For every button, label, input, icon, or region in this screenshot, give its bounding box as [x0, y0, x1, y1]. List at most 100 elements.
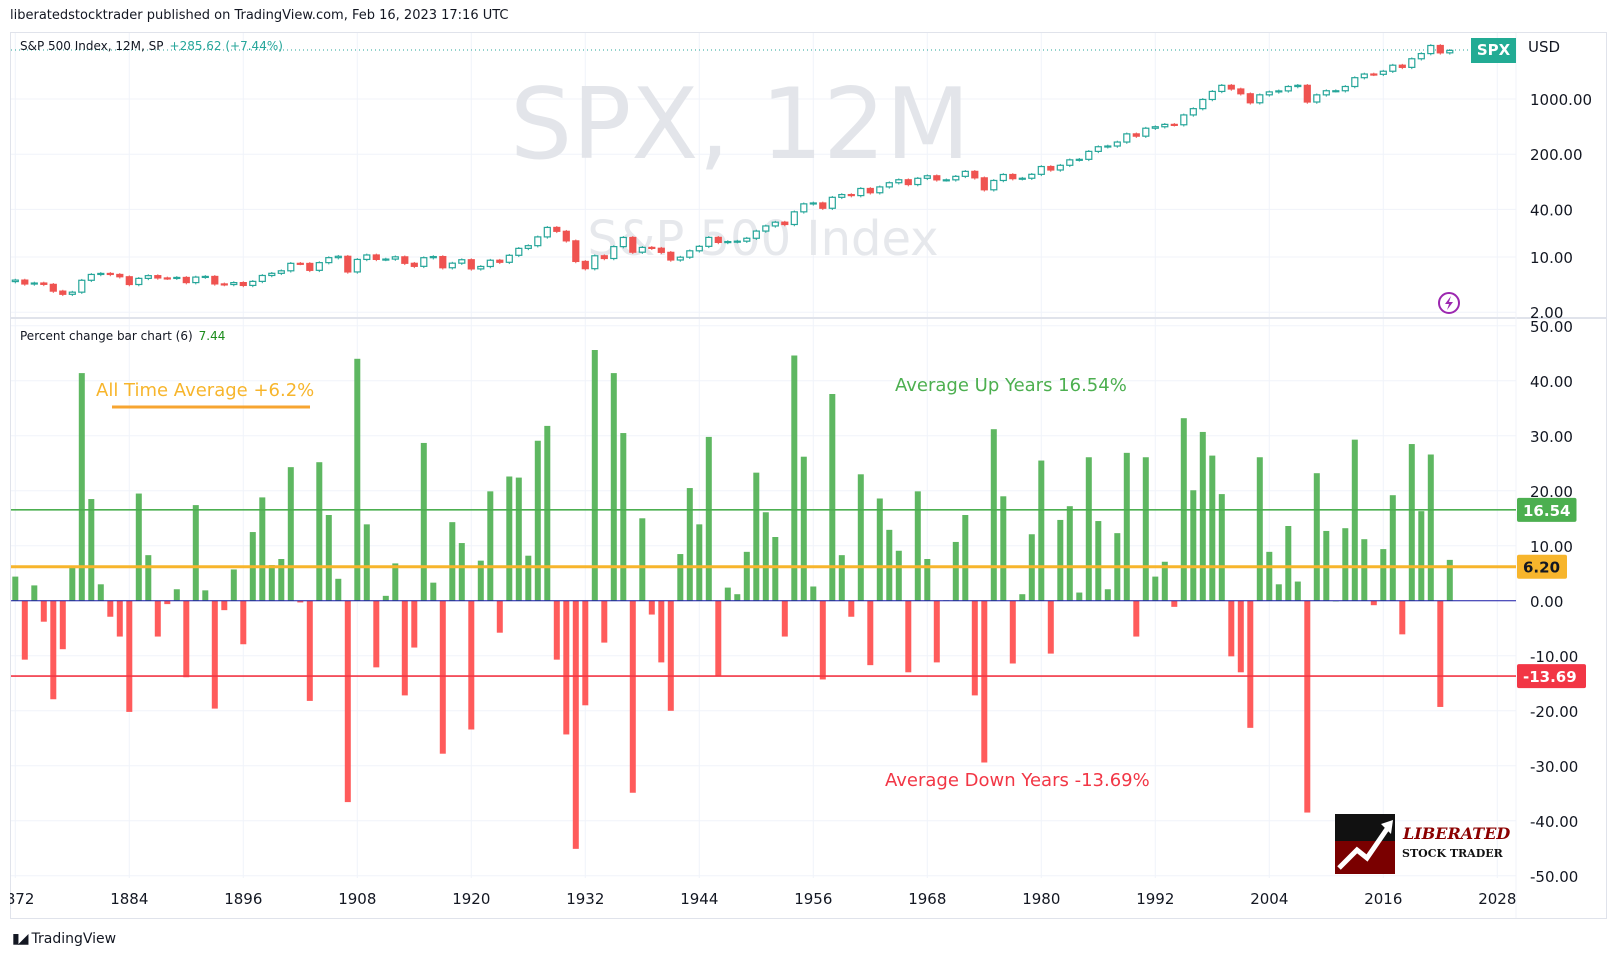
percent-bar	[306, 600, 313, 701]
percent-bar	[1266, 551, 1273, 601]
candle	[885, 182, 893, 188]
chart-frame	[10, 32, 1607, 919]
alert-icon[interactable]	[1438, 292, 1460, 314]
candle	[1047, 165, 1055, 171]
candle	[866, 187, 874, 194]
candle	[21, 279, 29, 285]
percent-tick-label: -40.00	[1530, 813, 1578, 831]
candle	[724, 240, 732, 244]
percent-bar	[572, 600, 579, 849]
candle	[1085, 150, 1093, 160]
candle	[30, 282, 38, 285]
percent-bar	[297, 600, 304, 603]
currency-label[interactable]: USD	[1528, 38, 1561, 56]
candle	[515, 247, 523, 256]
candle	[334, 255, 342, 259]
percent-bar	[1285, 526, 1292, 601]
percent-bar	[1446, 559, 1453, 601]
percent-bar	[686, 488, 693, 601]
candle	[1104, 145, 1112, 148]
candle	[619, 236, 627, 248]
price-tick-label: 2.00	[1530, 304, 1563, 322]
candle	[1161, 123, 1169, 128]
percent-bar	[544, 425, 551, 601]
percent-bar	[981, 600, 988, 763]
price-change: +285.62 (+7.44%)	[169, 39, 283, 53]
percent-bar	[477, 560, 484, 601]
candle	[695, 245, 703, 252]
percent-bar	[648, 600, 655, 615]
average-value-label: -13.69	[1523, 668, 1577, 686]
percent-bar	[772, 537, 779, 601]
percent-bar	[1057, 519, 1064, 601]
candle	[1360, 73, 1368, 79]
candle	[505, 254, 513, 263]
average-value-badge	[1517, 664, 1586, 689]
candle	[1075, 158, 1083, 161]
candle	[1009, 173, 1017, 180]
percent-bar	[59, 600, 66, 650]
candle	[980, 177, 988, 191]
percent-tick-label: 30.00	[1530, 428, 1573, 446]
candle	[961, 170, 969, 177]
candle	[923, 175, 931, 179]
percent-bar	[990, 429, 997, 601]
candle	[1322, 90, 1330, 96]
percent-bar	[971, 600, 978, 696]
candle	[1208, 90, 1216, 101]
indicator-value: 7.44	[198, 329, 226, 343]
price-tick-label: 10.00	[1530, 249, 1573, 267]
percent-bar	[677, 554, 684, 601]
average-down-annotation: Average Down Years -13.69%	[885, 770, 1150, 791]
percent-bar	[1418, 511, 1425, 601]
candle	[1180, 114, 1188, 126]
percent-bar	[449, 522, 456, 601]
percent-bar	[1095, 521, 1102, 601]
candle	[477, 265, 485, 270]
candle	[220, 283, 228, 286]
percent-bar	[1009, 600, 1016, 664]
indicator-legend[interactable]: Percent change bar chart (6) 7.44	[20, 329, 225, 343]
candle	[600, 255, 608, 260]
footer-brand[interactable]: ▮◢ TradingView	[12, 931, 116, 947]
percent-bar	[1294, 581, 1301, 601]
percent-bar	[962, 515, 969, 601]
average-value-label: 6.20	[1523, 559, 1560, 577]
candle	[790, 211, 798, 226]
percent-bar	[705, 436, 712, 601]
candle	[1256, 94, 1264, 104]
candle	[382, 258, 390, 261]
percent-bar	[658, 600, 665, 663]
candle	[486, 259, 494, 268]
candle	[714, 236, 722, 244]
candle	[40, 282, 48, 285]
candle	[543, 226, 551, 238]
percent-bar	[1209, 455, 1216, 601]
percent-bar	[278, 559, 285, 601]
percent-bar	[439, 600, 446, 754]
percent-bar	[1000, 496, 1007, 601]
percent-bar	[392, 563, 399, 601]
year-tick-label: 2004	[1250, 890, 1288, 908]
year-tick-label: 2016	[1364, 890, 1402, 908]
candle	[1303, 84, 1311, 103]
average-value-badge	[1517, 497, 1577, 522]
candles	[11, 44, 1454, 297]
percent-bar	[230, 569, 237, 601]
candle	[771, 221, 779, 227]
candle	[1037, 165, 1045, 175]
symbol-legend[interactable]: S&P 500 Index, 12M, SP +285.62 (+7.44%)	[20, 39, 283, 53]
percent-bar	[382, 595, 389, 601]
candle	[363, 254, 371, 261]
average-lines	[11, 509, 1516, 677]
percent-bar	[905, 600, 912, 673]
candle	[591, 255, 599, 270]
percent-bar	[1256, 457, 1263, 601]
logo-line2: STOCK TRADER	[1402, 847, 1503, 860]
axis-edge-mask	[0, 885, 10, 915]
year-tick-label: 2028	[1478, 890, 1516, 908]
percent-bar	[145, 555, 152, 601]
candle	[857, 187, 865, 197]
percent-bar	[458, 543, 465, 601]
